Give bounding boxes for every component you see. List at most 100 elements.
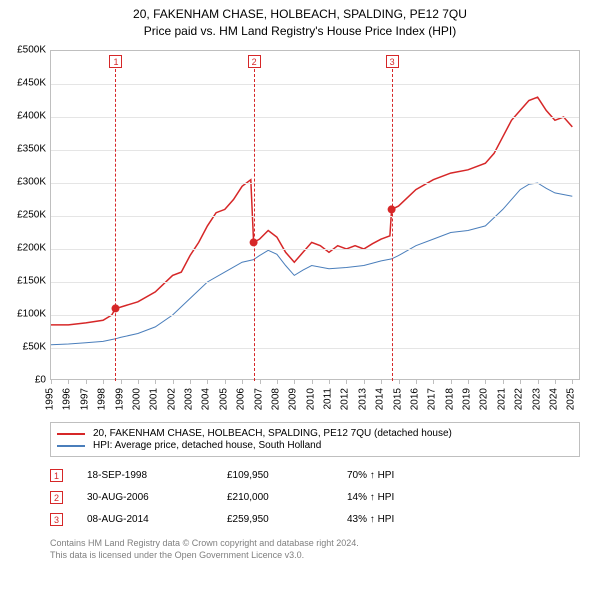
x-axis-label: 2008 (270, 388, 281, 410)
y-axis-label: £250K (2, 210, 46, 221)
x-tick (572, 379, 573, 384)
chart-plot-area: 1 2 3 (50, 50, 580, 380)
sale-index-box: 1 (50, 469, 63, 482)
x-axis-label: 2012 (340, 388, 351, 410)
sale-index-box: 2 (50, 491, 63, 504)
x-axis-label: 2009 (288, 388, 299, 410)
x-tick (555, 379, 556, 384)
x-axis-label: 2004 (201, 388, 212, 410)
legend-swatch (57, 433, 85, 435)
footer-line-1: Contains HM Land Registry data © Crown c… (50, 538, 580, 550)
event-marker-box: 1 (109, 55, 122, 68)
x-axis-label: 1995 (45, 388, 56, 410)
x-axis-label: 2014 (375, 388, 386, 410)
x-tick (503, 379, 504, 384)
x-axis-label: 2002 (166, 388, 177, 410)
gridline (51, 216, 579, 217)
sale-price: £210,000 (227, 492, 347, 503)
x-tick (225, 379, 226, 384)
x-axis-label: 2020 (479, 388, 490, 410)
x-tick (155, 379, 156, 384)
legend-label: HPI: Average price, detached house, Sout… (93, 440, 321, 451)
sale-row: 118-SEP-1998£109,95070% ↑ HPI (50, 464, 580, 486)
x-tick (277, 379, 278, 384)
title-line-1: 20, FAKENHAM CHASE, HOLBEACH, SPALDING, … (0, 6, 600, 23)
x-axis-label: 2010 (305, 388, 316, 410)
x-tick (433, 379, 434, 384)
chart-svg (51, 51, 579, 379)
x-axis-label: 2019 (462, 388, 473, 410)
x-axis-label: 2005 (218, 388, 229, 410)
page: 20, FAKENHAM CHASE, HOLBEACH, SPALDING, … (0, 0, 600, 590)
x-axis-label: 2011 (323, 388, 334, 410)
y-axis-label: £300K (2, 177, 46, 188)
sale-date: 30-AUG-2006 (87, 492, 227, 503)
x-axis-label: 1996 (62, 388, 73, 410)
x-tick (86, 379, 87, 384)
gridline (51, 117, 579, 118)
x-axis-label: 2024 (548, 388, 559, 410)
gridline (51, 183, 579, 184)
legend-label: 20, FAKENHAM CHASE, HOLBEACH, SPALDING, … (93, 428, 452, 439)
x-tick (468, 379, 469, 384)
x-tick (346, 379, 347, 384)
x-tick (520, 379, 521, 384)
x-tick (399, 379, 400, 384)
x-tick (121, 379, 122, 384)
sale-price: £259,950 (227, 514, 347, 525)
gridline (51, 282, 579, 283)
legend-swatch (57, 445, 85, 447)
sale-date: 18-SEP-1998 (87, 470, 227, 481)
x-axis-label: 2016 (409, 388, 420, 410)
x-axis-label: 2000 (131, 388, 142, 410)
gridline (51, 249, 579, 250)
x-tick (51, 379, 52, 384)
sale-price: £109,950 (227, 470, 347, 481)
x-tick (485, 379, 486, 384)
x-tick (312, 379, 313, 384)
x-tick (173, 379, 174, 384)
gridline (51, 348, 579, 349)
sale-vs-hpi: 14% ↑ HPI (347, 492, 507, 503)
x-tick (451, 379, 452, 384)
x-tick (138, 379, 139, 384)
sales-table: 118-SEP-1998£109,95070% ↑ HPI230-AUG-200… (50, 464, 580, 530)
x-axis-label: 2021 (496, 388, 507, 410)
x-tick (103, 379, 104, 384)
x-tick (329, 379, 330, 384)
y-axis-label: £150K (2, 276, 46, 287)
gridline (51, 150, 579, 151)
event-line (115, 69, 116, 381)
series-price_paid (51, 97, 572, 325)
gridline (51, 315, 579, 316)
series-hpi (51, 183, 572, 345)
sale-row: 2 30-AUG-2006£210,00014% ↑ HPI (50, 486, 580, 508)
x-tick (364, 379, 365, 384)
x-tick (294, 379, 295, 384)
x-tick (538, 379, 539, 384)
x-tick (68, 379, 69, 384)
event-marker-box: 3 (386, 55, 399, 68)
x-axis-label: 2022 (514, 388, 525, 410)
x-axis-label: 2018 (444, 388, 455, 410)
legend-item: 20, FAKENHAM CHASE, HOLBEACH, SPALDING, … (57, 428, 573, 439)
x-axis-label: 2007 (253, 388, 264, 410)
x-axis-label: 1998 (97, 388, 108, 410)
sale-index-box: 3 (50, 513, 63, 526)
title-line-2: Price paid vs. HM Land Registry's House … (0, 23, 600, 40)
event-marker-box: 2 (248, 55, 261, 68)
x-axis-label: 2001 (149, 388, 160, 410)
y-axis-label: £350K (2, 144, 46, 155)
y-axis-label: £100K (2, 309, 46, 320)
x-tick (260, 379, 261, 384)
x-axis-label: 2017 (427, 388, 438, 410)
x-tick (207, 379, 208, 384)
x-tick (190, 379, 191, 384)
x-axis-label: 2015 (392, 388, 403, 410)
sale-vs-hpi: 43% ↑ HPI (347, 514, 507, 525)
gridline (51, 84, 579, 85)
y-axis-label: £50K (2, 342, 46, 353)
x-axis-label: 1997 (79, 388, 90, 410)
x-axis-label: 1999 (114, 388, 125, 410)
y-axis-label: £500K (2, 45, 46, 56)
